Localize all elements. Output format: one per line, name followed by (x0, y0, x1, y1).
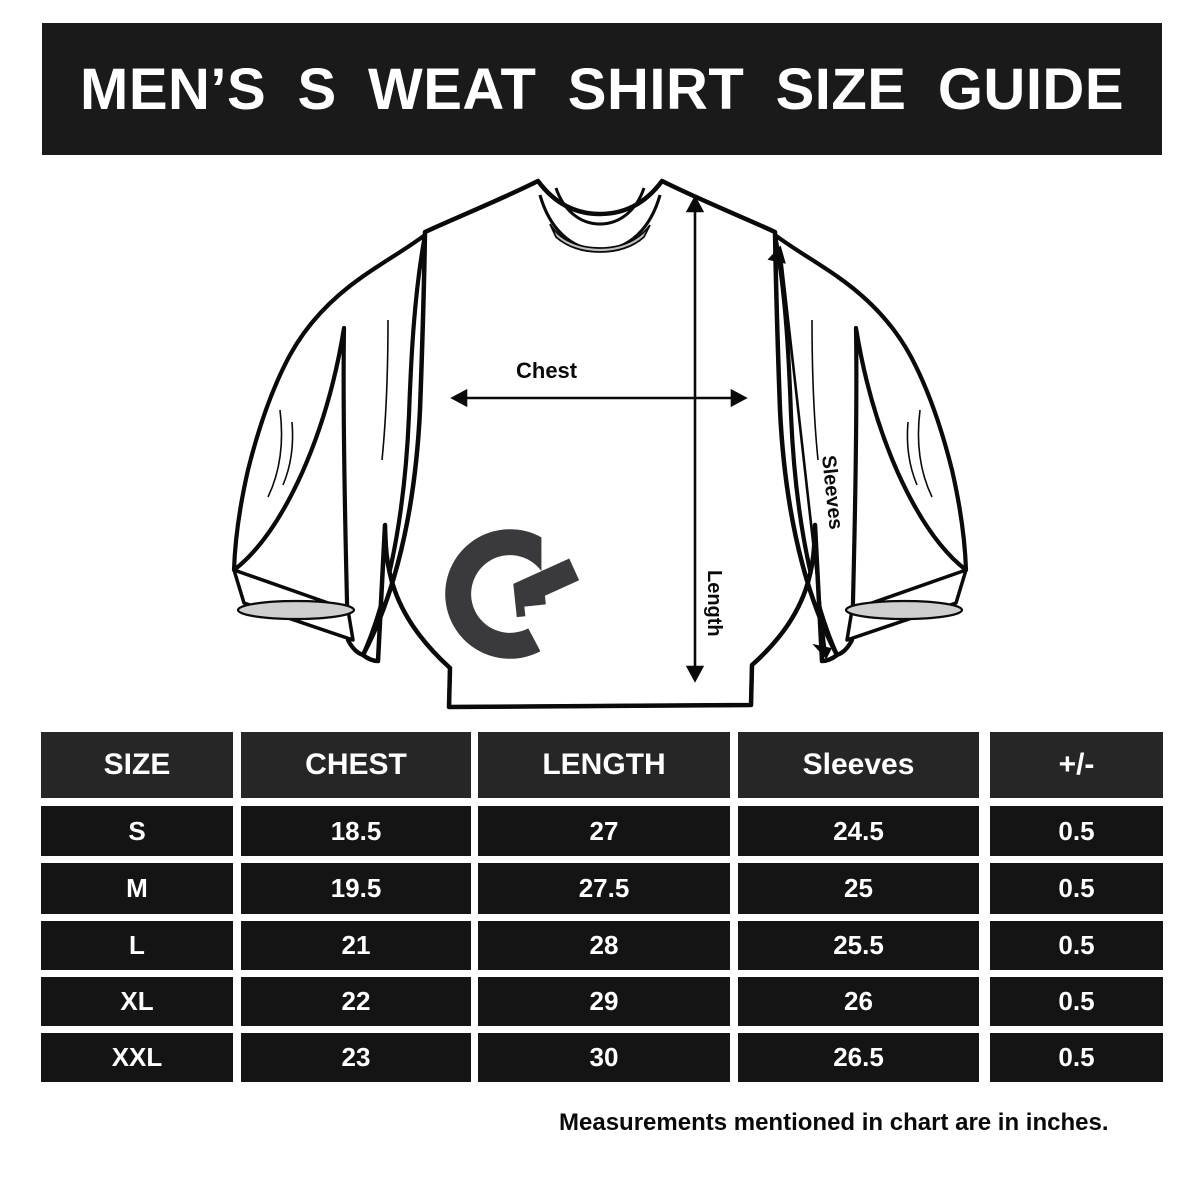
svg-text:Length: Length (703, 570, 725, 637)
svg-text:Chest: Chest (516, 358, 578, 383)
